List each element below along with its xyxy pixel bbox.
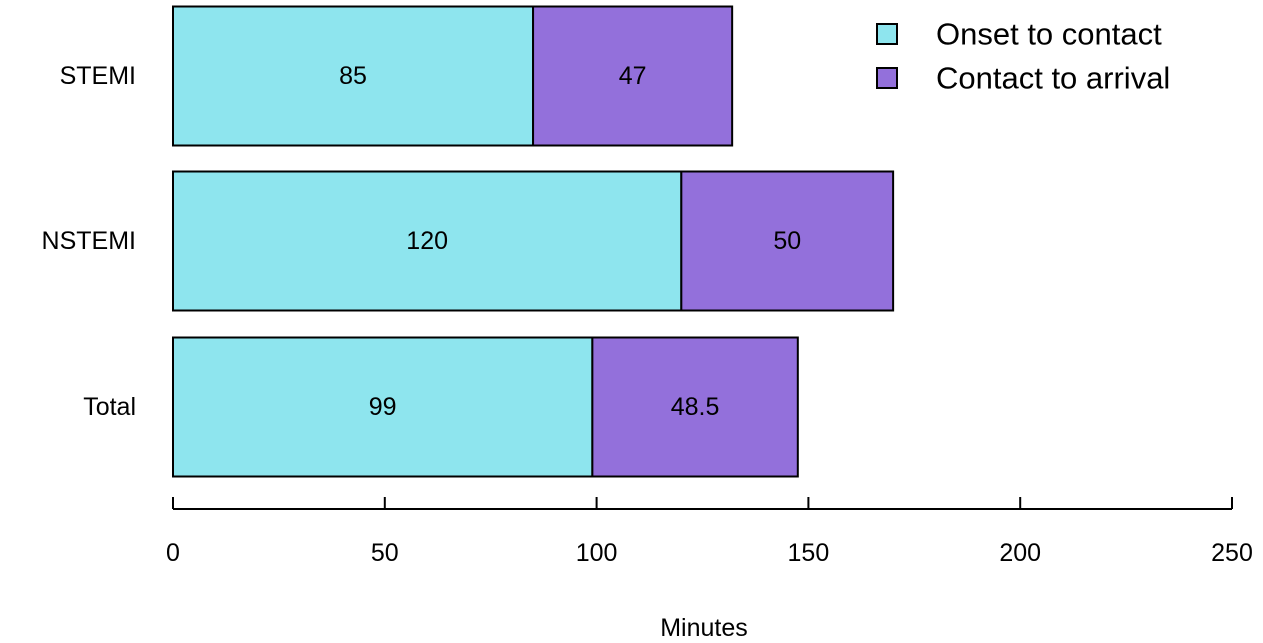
legend: Onset to contact Contact to arrival [876, 17, 1170, 96]
x-tick-label-0: 0 [166, 539, 180, 567]
legend-label-contact-to-arrival: Contact to arrival [936, 61, 1170, 96]
legend-label-onset-to-contact: Onset to contact [936, 17, 1162, 52]
x-tick-label-200: 200 [999, 539, 1041, 567]
bar-labels-group: 85 47 120 50 99 48.5 [339, 62, 801, 421]
legend-swatch-onset-to-contact [876, 23, 898, 45]
x-axis-title: Minutes [660, 614, 748, 642]
legend-swatch-contact-to-arrival [876, 67, 898, 89]
category-label-nstemi: NSTEMI [42, 227, 136, 255]
category-labels-group: STEMI NSTEMI Total [42, 62, 136, 421]
category-label-total: Total [83, 393, 136, 421]
bar-stemi-contact-to-arrival [532, 5, 734, 147]
data-label-nstemi-onset-to-contact: 120 [406, 227, 448, 255]
x-axis: 0 50 100 150 200 250 [166, 497, 1253, 567]
bar-nstemi-onset-to-contact [172, 170, 683, 312]
bars-group [172, 5, 895, 478]
bar-total-contact-to-arrival [591, 336, 799, 478]
x-tick-label-100: 100 [576, 539, 618, 567]
bar-total-onset-to-contact [172, 336, 594, 478]
x-tick-label-250: 250 [1211, 539, 1253, 567]
category-label-stemi: STEMI [60, 62, 136, 90]
bar-stemi-onset-to-contact [172, 5, 535, 147]
data-label-stemi-contact-to-arrival: 47 [619, 62, 647, 90]
data-label-total-onset-to-contact: 99 [369, 393, 397, 421]
data-label-nstemi-contact-to-arrival: 50 [773, 227, 801, 255]
x-tick-label-50: 50 [371, 539, 399, 567]
x-tick-label-150: 150 [788, 539, 830, 567]
bar-nstemi-contact-to-arrival [680, 170, 895, 312]
data-label-total-contact-to-arrival: 48.5 [671, 393, 720, 421]
data-label-stemi-onset-to-contact: 85 [339, 62, 367, 90]
x-ticks-group: 0 50 100 150 200 250 [166, 497, 1253, 567]
